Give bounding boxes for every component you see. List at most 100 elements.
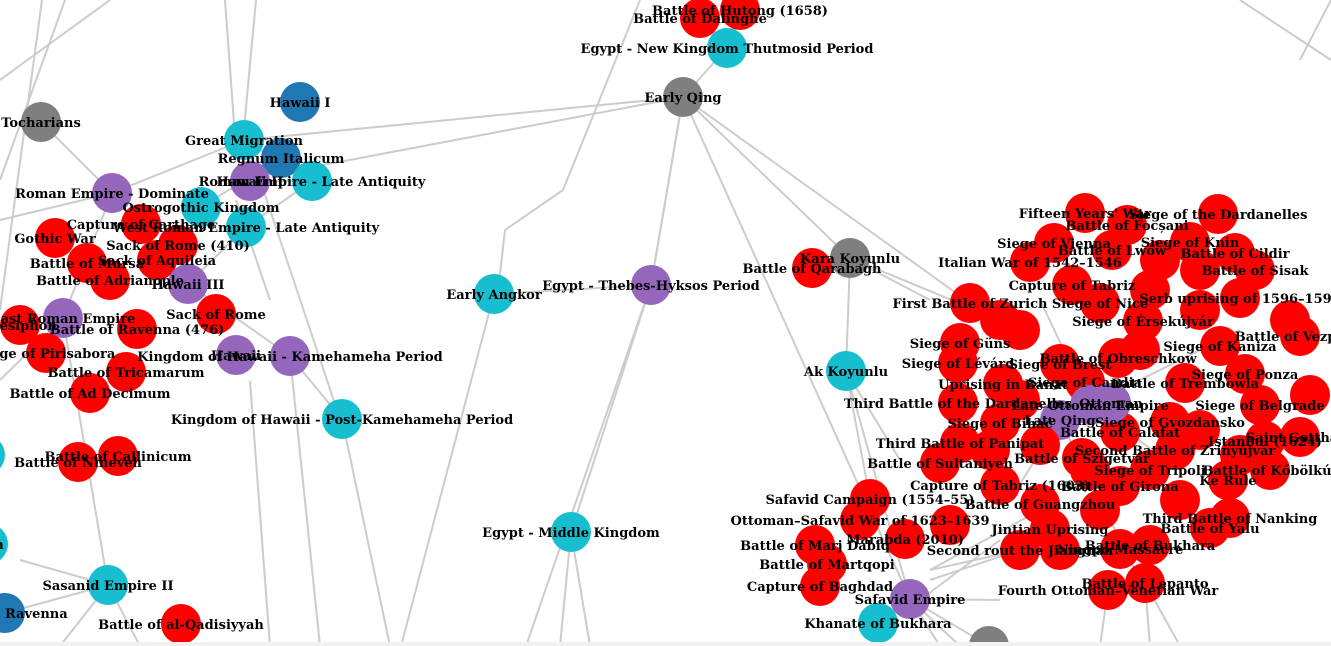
graph-node[interactable] bbox=[117, 309, 157, 349]
graph-node[interactable] bbox=[1020, 425, 1060, 465]
graph-node[interactable] bbox=[1092, 230, 1132, 270]
graph-node[interactable] bbox=[230, 161, 270, 201]
graph-node[interactable] bbox=[707, 28, 747, 68]
node-label: Early Angkor bbox=[446, 288, 542, 303]
graph-node[interactable] bbox=[1123, 301, 1163, 341]
node-label: Sack of Rome bbox=[166, 308, 266, 323]
graph-node[interactable] bbox=[980, 465, 1020, 505]
graph-node[interactable] bbox=[35, 218, 75, 258]
graph-node[interactable] bbox=[137, 240, 177, 280]
graph-node[interactable] bbox=[1040, 530, 1080, 570]
graph-node[interactable] bbox=[43, 298, 83, 338]
graph-node[interactable] bbox=[474, 274, 514, 314]
graph-node[interactable] bbox=[1270, 300, 1310, 340]
graph-node[interactable] bbox=[168, 264, 208, 304]
graph-node[interactable] bbox=[840, 500, 880, 540]
graph-node[interactable] bbox=[1100, 529, 1140, 569]
graph-node[interactable] bbox=[1198, 194, 1238, 234]
graph-node[interactable] bbox=[1225, 354, 1265, 394]
graph-node[interactable] bbox=[1080, 490, 1120, 530]
graph-node[interactable] bbox=[0, 305, 40, 345]
graph-node[interactable] bbox=[938, 343, 978, 383]
graph-node[interactable] bbox=[261, 138, 301, 178]
graph-node[interactable] bbox=[1065, 193, 1105, 233]
graph-node[interactable] bbox=[88, 565, 128, 605]
graph-node[interactable] bbox=[270, 336, 310, 376]
graph-node[interactable] bbox=[1091, 383, 1131, 423]
graph-node[interactable] bbox=[1290, 375, 1330, 415]
graph-node[interactable] bbox=[1165, 363, 1205, 403]
graph-node[interactable] bbox=[26, 333, 66, 373]
graph-node[interactable] bbox=[1180, 250, 1220, 290]
graph-node[interactable] bbox=[0, 435, 5, 475]
graph-node[interactable] bbox=[1280, 417, 1320, 457]
node-label: Italian War of 1542–1546 bbox=[938, 256, 1122, 271]
graph-node[interactable] bbox=[226, 207, 266, 247]
graph-node[interactable] bbox=[938, 383, 978, 423]
graph-node[interactable] bbox=[1070, 450, 1110, 490]
graph-node[interactable] bbox=[969, 626, 1009, 646]
graph-node[interactable] bbox=[106, 352, 146, 392]
graph-node[interactable] bbox=[1140, 240, 1180, 280]
graph-node[interactable] bbox=[920, 443, 960, 483]
graph-node[interactable] bbox=[858, 603, 898, 643]
graph-node[interactable] bbox=[1088, 570, 1128, 610]
graph-node[interactable] bbox=[70, 373, 110, 413]
node-label: Siege of Nice bbox=[1052, 297, 1148, 312]
graph-node[interactable] bbox=[792, 248, 832, 288]
graph-edge bbox=[570, 284, 652, 533]
node-label: Capture of Tabriz (1603) bbox=[910, 479, 1090, 494]
node-label: Ottoman bbox=[1079, 397, 1143, 412]
graph-node[interactable] bbox=[1220, 435, 1260, 475]
graph-node[interactable] bbox=[890, 579, 930, 619]
graph-node[interactable] bbox=[92, 173, 132, 213]
graph-node[interactable] bbox=[1220, 278, 1260, 318]
graph-node[interactable] bbox=[1160, 480, 1200, 520]
graph-node[interactable] bbox=[663, 77, 703, 117]
graph-node[interactable] bbox=[680, 0, 720, 38]
graph-node[interactable] bbox=[830, 238, 870, 278]
graph-node[interactable] bbox=[21, 102, 61, 142]
graph-node[interactable] bbox=[280, 82, 320, 122]
node-label: Egypt - New Kingdom Thutmosid Period bbox=[581, 42, 874, 57]
graph-node[interactable] bbox=[1240, 385, 1280, 425]
graph-node[interactable] bbox=[216, 335, 256, 375]
graph-node[interactable] bbox=[631, 265, 671, 305]
graph-node[interactable] bbox=[1250, 450, 1290, 490]
graph-node[interactable] bbox=[322, 399, 362, 439]
graph-node[interactable] bbox=[1000, 530, 1040, 570]
graph-node[interactable] bbox=[1125, 563, 1165, 603]
graph-node[interactable] bbox=[1010, 242, 1050, 282]
graph-node[interactable] bbox=[551, 512, 591, 552]
graph-node[interactable] bbox=[1000, 380, 1040, 420]
graph-node[interactable] bbox=[930, 505, 970, 545]
graph-node[interactable] bbox=[121, 204, 161, 244]
graph-node[interactable] bbox=[58, 442, 98, 482]
graph-node[interactable] bbox=[970, 430, 1010, 470]
graph-node[interactable] bbox=[0, 593, 25, 633]
graph-node[interactable] bbox=[1200, 326, 1240, 366]
graph-node[interactable] bbox=[196, 294, 236, 334]
graph-node[interactable] bbox=[90, 260, 130, 300]
graph-node[interactable] bbox=[1180, 290, 1220, 330]
graph-node[interactable] bbox=[1130, 450, 1170, 490]
graph-node[interactable] bbox=[0, 524, 8, 564]
graph-node[interactable] bbox=[181, 187, 221, 227]
graph-node[interactable] bbox=[1080, 283, 1120, 323]
graph-node[interactable] bbox=[720, 0, 760, 30]
graph-node[interactable] bbox=[1120, 330, 1160, 370]
graph-node[interactable] bbox=[224, 120, 264, 160]
graph-node[interactable] bbox=[980, 300, 1020, 340]
graph-node[interactable] bbox=[826, 351, 866, 391]
node-label: Battle of al-Qadisiyyah bbox=[98, 618, 264, 633]
graph-node[interactable] bbox=[292, 161, 332, 201]
graph-node[interactable] bbox=[1180, 410, 1220, 450]
graph-node[interactable] bbox=[885, 519, 925, 559]
graph-edge bbox=[0, 0, 111, 81]
graph-node[interactable] bbox=[800, 566, 840, 606]
graph-node[interactable] bbox=[98, 436, 138, 476]
graph-node[interactable] bbox=[950, 283, 990, 323]
graph-node[interactable] bbox=[1190, 508, 1230, 548]
graph-node[interactable] bbox=[161, 604, 201, 644]
graph-node[interactable] bbox=[1130, 525, 1170, 565]
